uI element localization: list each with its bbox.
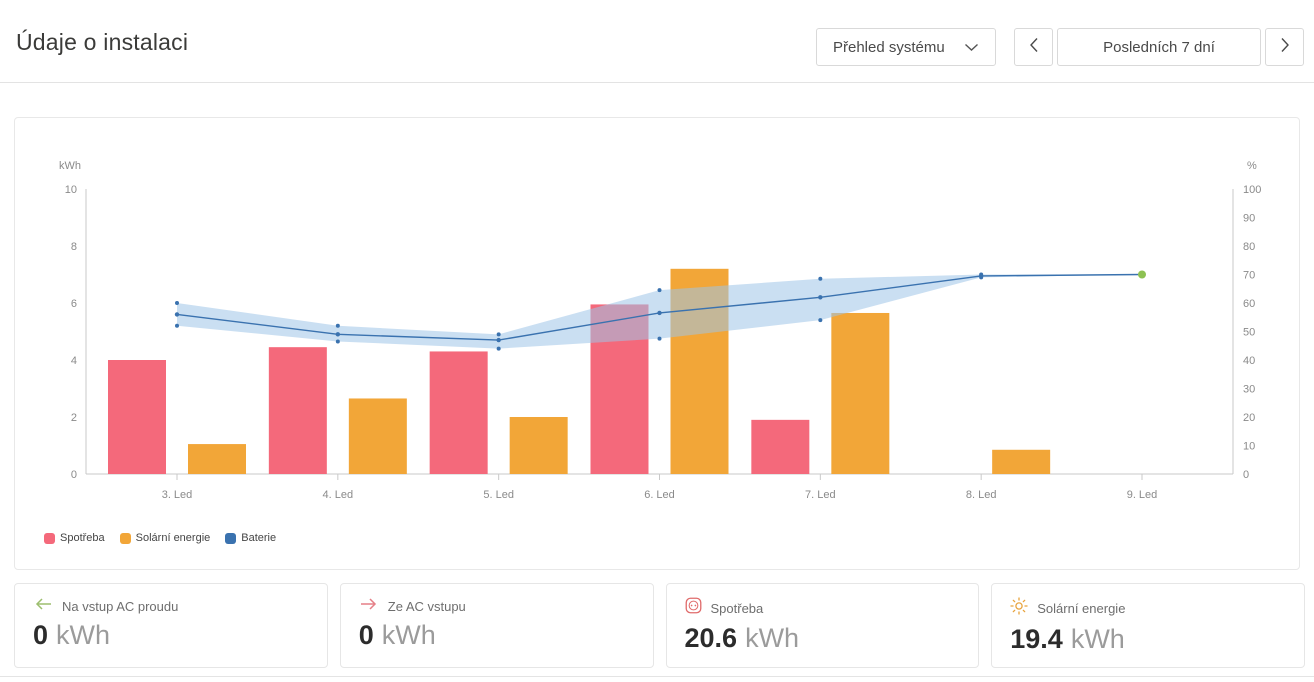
chart-legend: Spotřeba Solární energie Baterie <box>44 532 276 544</box>
card-solar: Solární energie 19.4 kWh <box>991 583 1305 668</box>
card-unit: kWh <box>1070 624 1125 654</box>
svg-text:50: 50 <box>1243 327 1255 339</box>
consumption-swatch-icon <box>44 532 55 544</box>
svg-text:7. Led: 7. Led <box>805 489 836 501</box>
card-consumption: Spotřeba 20.6 kWh <box>665 583 980 668</box>
svg-text:70: 70 <box>1243 270 1255 282</box>
bottom-divider <box>0 676 1314 677</box>
svg-text:5. Led: 5. Led <box>483 489 514 501</box>
svg-text:90: 90 <box>1243 213 1255 225</box>
svg-text:2: 2 <box>71 412 77 424</box>
card-label: Spotřeba <box>710 600 764 616</box>
legend-label-consumption: Spotřeba <box>60 532 105 544</box>
svg-text:10: 10 <box>1243 441 1255 453</box>
svg-text:0: 0 <box>71 469 77 481</box>
card-unit: kWh <box>745 623 800 653</box>
card-label: Solární energie <box>1037 601 1126 616</box>
svg-text:4: 4 <box>71 355 77 367</box>
card-value: 20.6 <box>684 623 738 653</box>
svg-text:6: 6 <box>71 298 77 310</box>
chevron-down-icon <box>964 39 979 56</box>
sun-icon <box>1010 597 1028 620</box>
legend-item-battery[interactable]: Baterie <box>225 532 276 544</box>
svg-text:3. Led: 3. Led <box>162 489 193 501</box>
svg-text:4. Led: 4. Led <box>323 489 354 501</box>
arrow-left-icon <box>33 597 53 616</box>
legend-item-solar[interactable]: Solární energie <box>119 532 211 544</box>
page-header: Údaje o instalaci Přehled systému Posled… <box>0 0 1314 83</box>
date-range-button[interactable]: Posledních 7 dní <box>1057 28 1261 66</box>
legend-label-solar: Solární energie <box>135 532 211 544</box>
card-value: 0 <box>33 620 49 650</box>
svg-text:10: 10 <box>65 184 77 196</box>
svg-text:8: 8 <box>71 241 77 253</box>
svg-text:kWh: kWh <box>59 160 81 172</box>
svg-text:0: 0 <box>1243 469 1249 481</box>
chevron-right-icon <box>1280 37 1290 57</box>
page-title: Údaje o instalaci <box>16 29 189 55</box>
svg-text:8. Led: 8. Led <box>966 489 997 501</box>
svg-text:40: 40 <box>1243 355 1255 367</box>
card-label: Ze AC vstupu <box>387 599 466 614</box>
next-period-button[interactable] <box>1265 28 1304 66</box>
svg-text:100: 100 <box>1243 184 1261 196</box>
chevron-left-icon <box>1029 37 1039 57</box>
summary-cards-row: Na vstup AC proudu 0 kWh Ze AC vstupu 0 … <box>14 583 1305 668</box>
energy-chart-card: 0 2 4 6 8 10 0 10 20 30 40 50 60 70 80 90 100 kWh% 3. Led 4… <box>14 117 1300 570</box>
svg-text:30: 30 <box>1243 384 1255 396</box>
card-value: 0 <box>358 620 374 650</box>
svg-text:60: 60 <box>1243 298 1255 310</box>
svg-text:20: 20 <box>1243 412 1255 424</box>
date-range-label: Posledních 7 dní <box>1103 38 1215 56</box>
card-value: 19.4 <box>1010 624 1063 654</box>
battery-swatch-icon <box>225 532 237 544</box>
legend-item-consumption[interactable]: Spotřeba <box>44 532 105 544</box>
solar-swatch-icon <box>119 532 131 544</box>
outlet-icon <box>685 597 702 619</box>
card-unit: kWh <box>56 620 111 650</box>
header-controls: Přehled systému Posledních 7 dní <box>816 28 1304 66</box>
svg-text:6. Led: 6. Led <box>644 489 675 501</box>
system-overview-select[interactable]: Přehled systému <box>816 28 996 66</box>
card-ac-output: Ze AC vstupu 0 kWh <box>339 583 654 668</box>
legend-label-battery: Baterie <box>241 532 277 544</box>
card-ac-input: Na vstup AC proudu 0 kWh <box>14 583 328 668</box>
previous-period-button[interactable] <box>1014 28 1053 66</box>
card-label: Na vstup AC proudu <box>62 599 179 614</box>
arrow-right-icon <box>359 597 379 616</box>
system-overview-select-label: Přehled systému <box>833 38 945 56</box>
card-unit: kWh <box>381 620 436 650</box>
svg-text:9. Led: 9. Led <box>1127 489 1158 501</box>
svg-text:%: % <box>1247 160 1257 172</box>
svg-text:80: 80 <box>1243 241 1255 253</box>
